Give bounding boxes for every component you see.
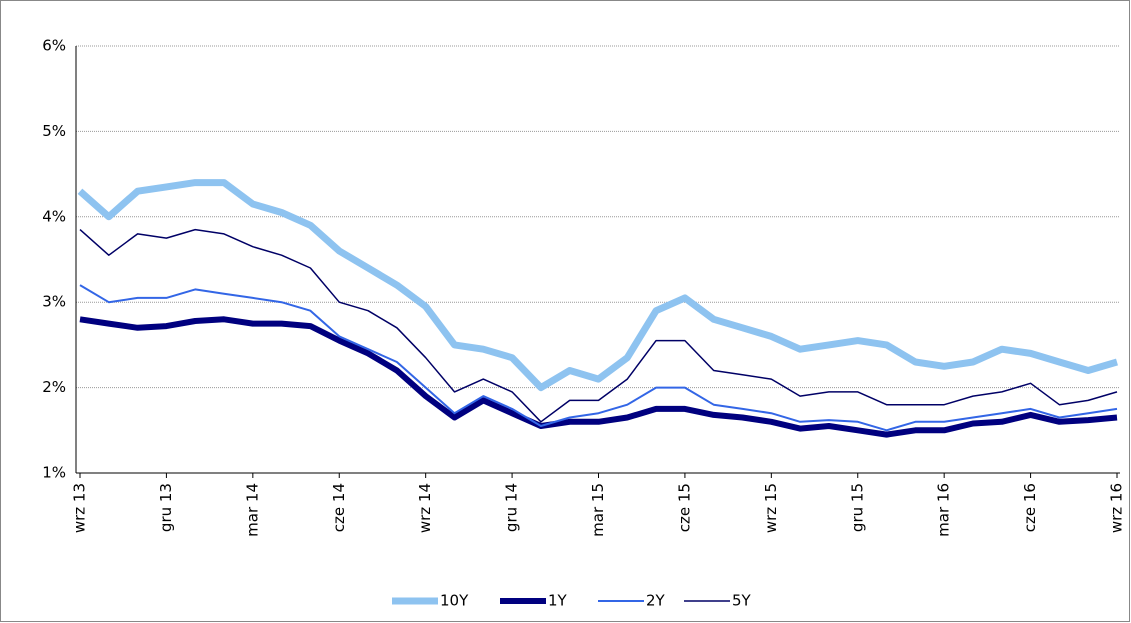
x-tick-label: mar 15 [589,483,607,537]
y-tick-label: 3% [42,293,66,311]
legend-label: 5Y [732,592,752,610]
legend-label: 1Y [548,592,568,610]
x-tick-label: cze 14 [330,483,348,532]
y-tick-label: 5% [42,122,66,140]
y-tick-label: 6% [42,37,66,55]
series-line [77,179,1118,392]
legend-label: 2Y [646,592,666,610]
series-line [79,228,1118,423]
legend-label: 10Y [440,592,469,610]
y-tick-label: 2% [42,378,66,396]
x-tick-label: wrz 13 [71,483,89,533]
series-line [79,316,1118,438]
x-tick-label: gru 13 [157,483,175,532]
series-line [79,284,1118,432]
x-tick-label: cze 15 [675,483,693,532]
x-tick-label: wrz 15 [762,483,780,533]
y-tick-label: 4% [42,207,66,225]
x-tick-label: gru 14 [503,483,521,532]
x-tick-label: cze 16 [1021,483,1039,532]
y-tick-label: 1% [42,464,66,482]
x-tick-label: gru 15 [848,483,866,532]
x-tick-label: wrz 16 [1108,483,1126,533]
x-tick-label: mar 14 [243,483,261,537]
x-tick-label: wrz 14 [416,483,434,533]
x-tick-label: mar 16 [935,483,953,537]
